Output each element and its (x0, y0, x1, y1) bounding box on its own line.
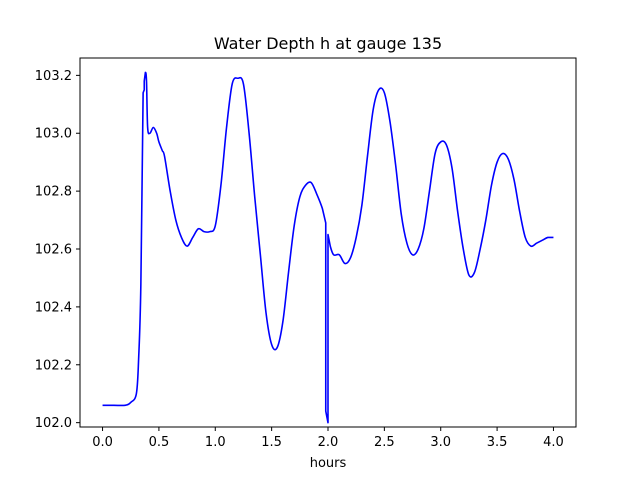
y-tick-label: 103.2 (35, 69, 72, 84)
x-tick-label: 1.5 (261, 435, 282, 450)
y-tick-label: 102.2 (35, 358, 72, 373)
x-tick-label: 2.5 (374, 435, 395, 450)
x-tick-label: 4.0 (543, 435, 564, 450)
y-tick-label: 103.0 (35, 127, 72, 142)
chart-title: Water Depth h at gauge 135 (214, 34, 442, 53)
y-tick-label: 102.0 (35, 416, 72, 431)
y-tick-label: 102.8 (35, 185, 72, 200)
x-tick-label: 0.5 (149, 435, 170, 450)
y-tick-label: 102.6 (35, 243, 72, 258)
series-line-0 (102, 71, 554, 424)
y-axis-ticks: 102.0 102.2 102.4 102.6 102.8 103.0 103.2 (35, 69, 80, 431)
x-axis-ticks: 0.0 0.5 1.0 1.5 2.0 2.5 3.0 3.5 4.0 (92, 427, 564, 450)
x-tick-label: 3.0 (430, 435, 451, 450)
x-tick-label: 0.0 (92, 435, 113, 450)
x-tick-label: 2.0 (318, 435, 339, 450)
x-axis-label: hours (310, 456, 347, 471)
x-tick-label: 3.5 (487, 435, 508, 450)
y-tick-label: 102.4 (35, 300, 72, 315)
series-layer (102, 71, 554, 424)
plot-frame (79, 57, 577, 428)
x-tick-label: 1.0 (205, 435, 226, 450)
